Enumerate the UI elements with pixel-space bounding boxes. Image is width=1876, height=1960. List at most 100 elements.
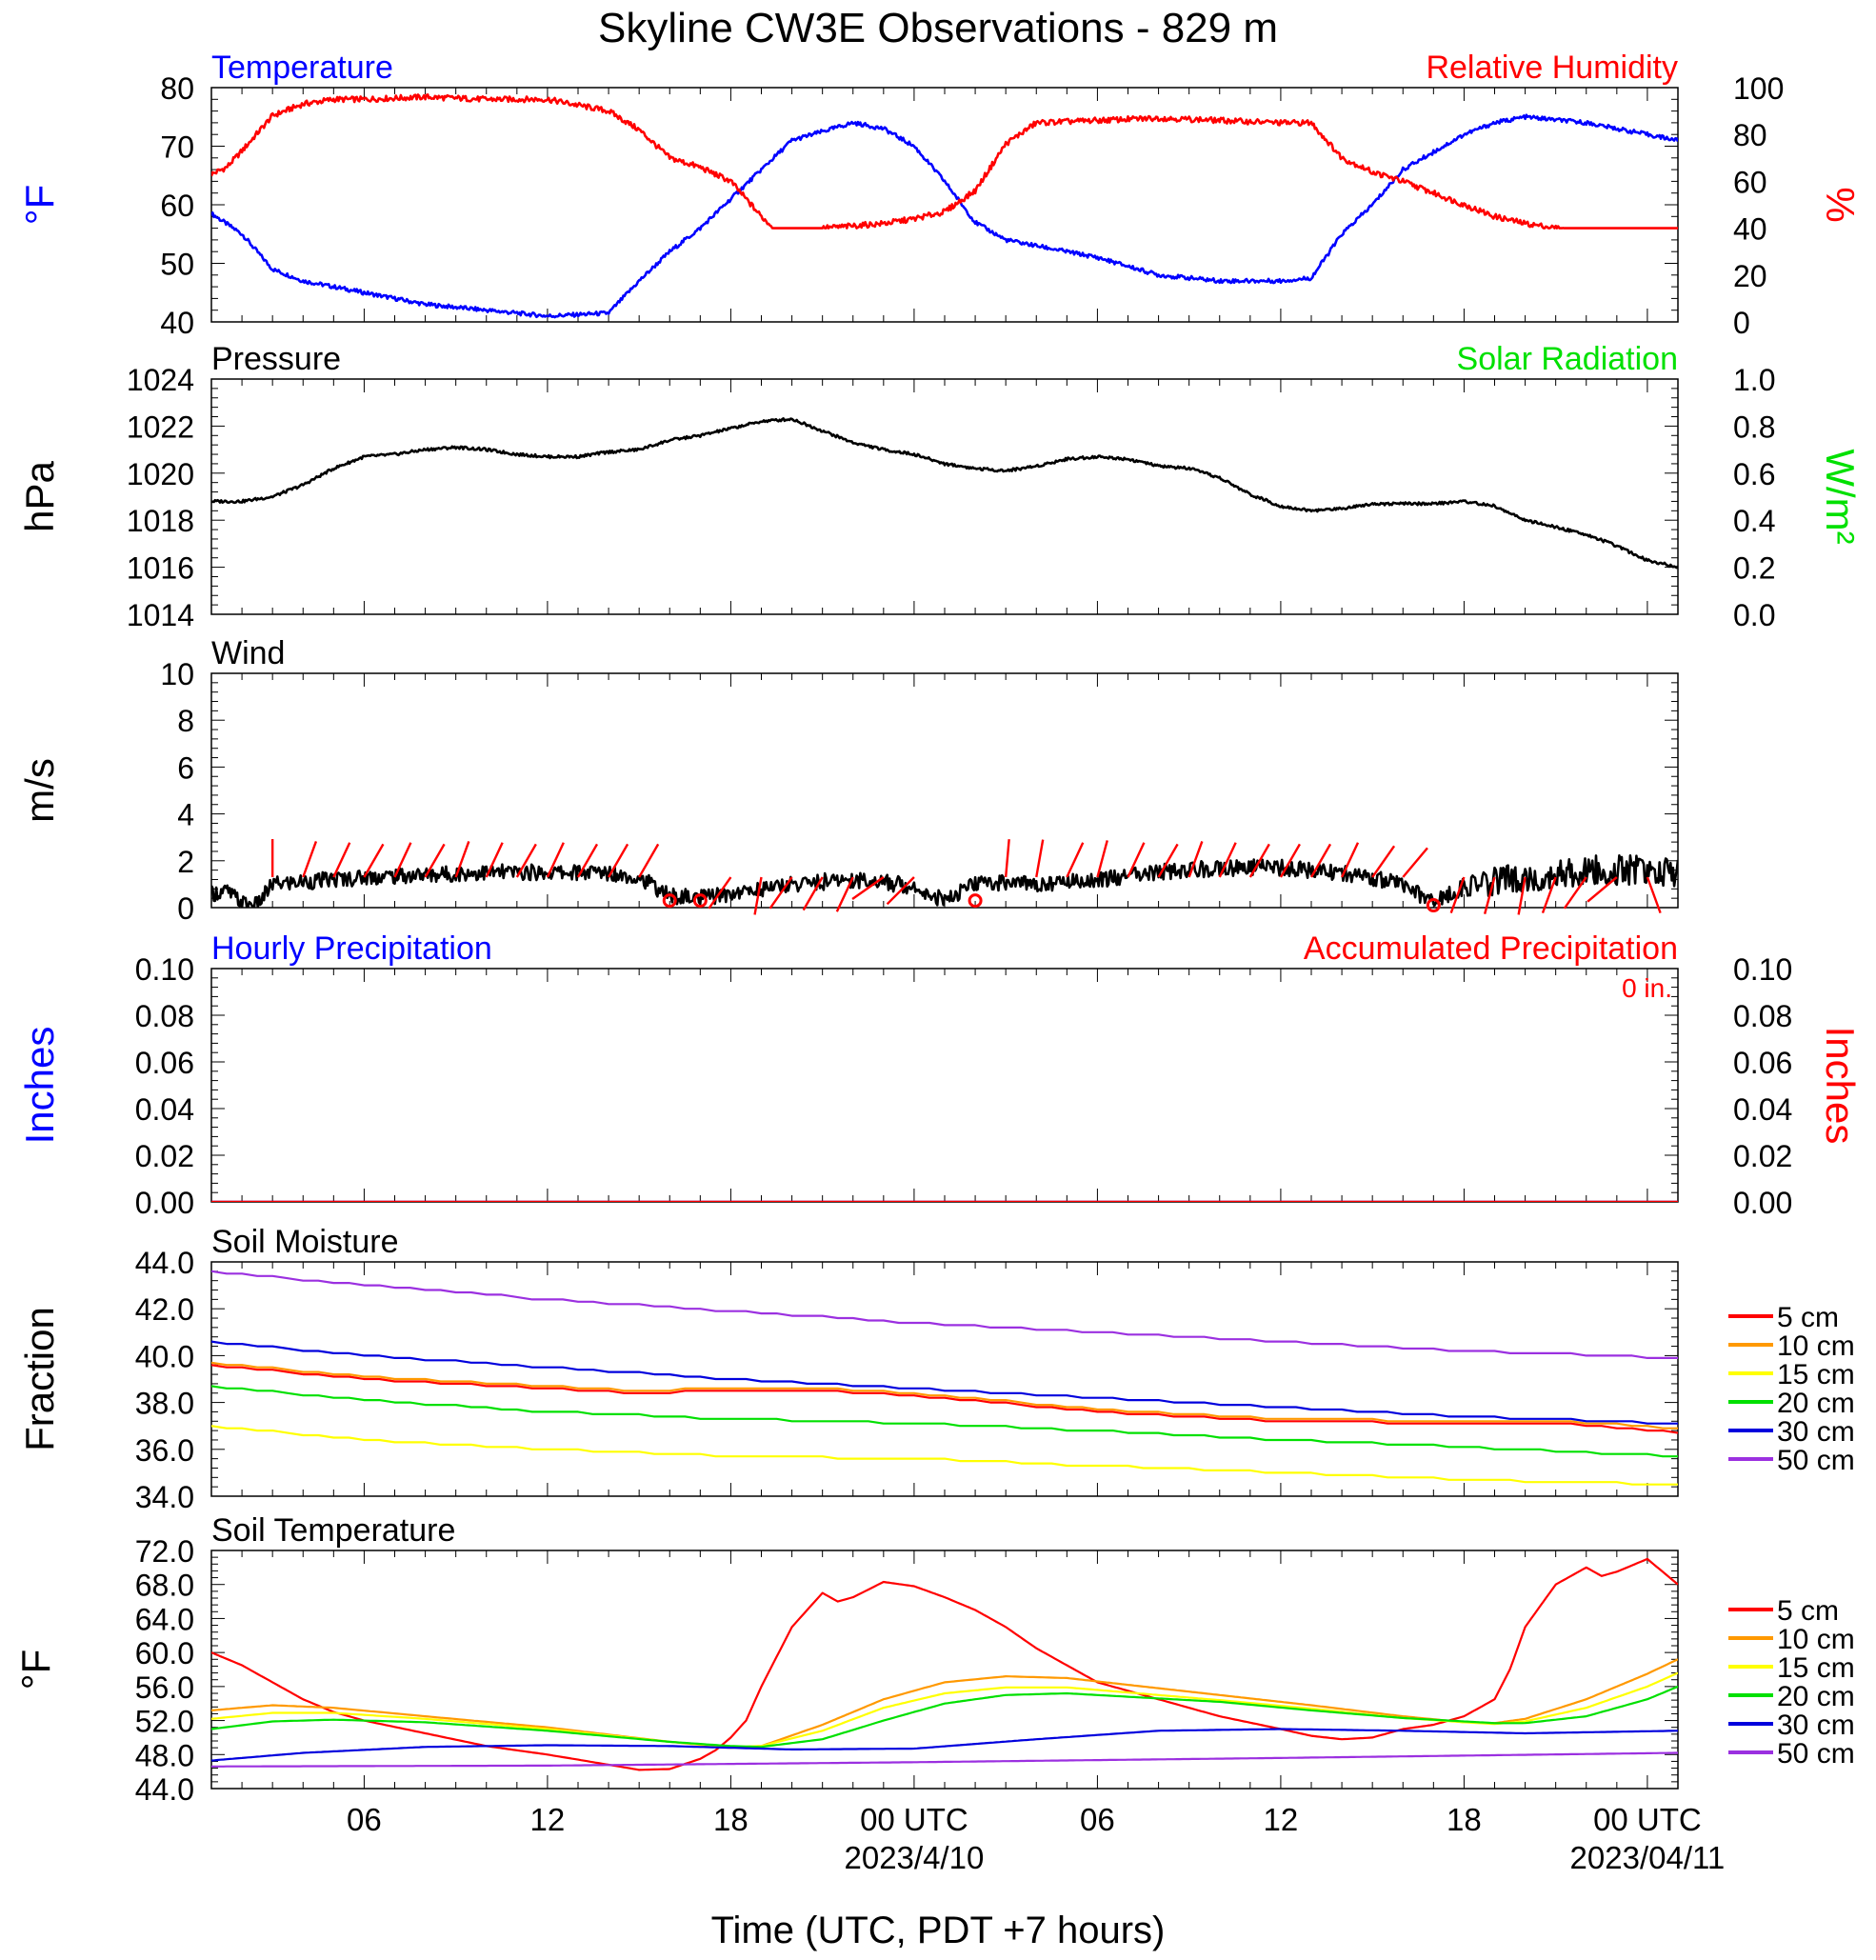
- y-tick-label-left: 70: [160, 130, 194, 165]
- plot-frame: [210, 968, 1679, 1203]
- y-tick-label-right: 0.08: [1733, 999, 1792, 1033]
- panel-title-right: Relative Humidity: [1426, 50, 1678, 86]
- panel-title-left: Temperature: [211, 50, 393, 86]
- y-tick-label-left: 0.00: [135, 1186, 194, 1220]
- wind-barb: [1309, 843, 1332, 878]
- y-tick-label-left: 40.0: [135, 1339, 194, 1373]
- y-tick-label-right: 0.02: [1733, 1139, 1792, 1173]
- y-tick-label-left: 0.10: [135, 952, 194, 987]
- wind-barb: [835, 876, 854, 912]
- y-tick-label-right: 0.2: [1733, 551, 1775, 586]
- wind-barb: [1340, 842, 1360, 878]
- y-tick-label-right: 0.06: [1733, 1046, 1792, 1080]
- y-tick-label-left: 80: [160, 71, 194, 106]
- y-tick-label-left: 0.08: [135, 999, 194, 1033]
- legend-label: 30 cm: [1777, 1416, 1855, 1448]
- wind-barb: [454, 841, 470, 878]
- wind-barb: [851, 876, 885, 900]
- wind-barb: [1517, 876, 1527, 915]
- wind-barb: [886, 876, 915, 906]
- wind-calm-marker: [968, 893, 983, 909]
- wind-barb: [802, 876, 824, 911]
- y-tick-label-left: 60: [160, 189, 194, 223]
- y-tick-label-left: 68.0: [135, 1569, 194, 1603]
- x-tick-label: 18: [713, 1802, 748, 1837]
- wind-barb: [1157, 843, 1179, 878]
- wind-barb: [393, 842, 412, 878]
- panel-title-left: Pressure: [211, 341, 341, 377]
- x-tick-label: 00 UTC: [860, 1802, 968, 1837]
- y-tick-label-right: 0.8: [1733, 410, 1775, 444]
- y-tick-label-left: 1018: [127, 504, 194, 538]
- x-tick-label: 12: [1264, 1802, 1299, 1837]
- panel-title-right: Solar Radiation: [1457, 341, 1678, 377]
- wind-barb: [1541, 876, 1557, 914]
- legend-label: 5 cm: [1777, 1595, 1839, 1627]
- wind-barb: [363, 843, 385, 878]
- precip-total-annotation: 0 in.: [1622, 973, 1672, 1003]
- series-pressure: [211, 417, 1678, 570]
- wind-barb: [546, 842, 565, 878]
- series-15-cm: [211, 1671, 1678, 1749]
- wind-barb: [1371, 845, 1396, 878]
- y-tick-label-right: 0.6: [1733, 457, 1775, 491]
- y-tick-label-left: 1014: [127, 598, 194, 632]
- wind-barb: [485, 842, 504, 878]
- x-axis-label: Time (UTC, PDT +7 hours): [711, 1910, 1166, 1951]
- series-30-cm: [211, 1728, 1678, 1762]
- y-tick-label-right: 100: [1733, 71, 1784, 106]
- wind-barb: [753, 876, 763, 915]
- legend-label: 5 cm: [1777, 1302, 1839, 1333]
- y-tick-label-right: 0: [1733, 306, 1750, 340]
- wind-barb: [1096, 840, 1108, 878]
- x-tick-date-label: 2023/4/10: [845, 1840, 985, 1875]
- figure-title: Skyline CW3E Observations - 829 m: [598, 5, 1278, 51]
- y-axis-label-right: Inches: [1818, 1027, 1863, 1145]
- wind-barb: [1127, 842, 1146, 878]
- panel-title-left: Wind: [211, 635, 285, 671]
- legend-label: 50 cm: [1777, 1738, 1855, 1770]
- wind-barb: [1004, 839, 1010, 878]
- y-tick-label-left: 44.0: [135, 1246, 194, 1280]
- legend-label: 10 cm: [1777, 1330, 1855, 1362]
- wind-barb: [576, 843, 599, 878]
- series-5-cm: [211, 1364, 1678, 1434]
- series-50-cm: [211, 1751, 1678, 1768]
- x-tick-label: 06: [347, 1802, 382, 1837]
- wind-barb: [1279, 843, 1301, 878]
- y-tick-label-left: 48.0: [135, 1738, 194, 1772]
- y-tick-label-right: 40: [1733, 212, 1767, 247]
- plot-frame: [210, 378, 1679, 615]
- wind-barb: [768, 876, 793, 910]
- series-20-cm: [211, 1685, 1678, 1749]
- legend-label: 15 cm: [1777, 1359, 1855, 1390]
- series-15-cm: [211, 1425, 1678, 1486]
- wind-calm-marker: [1426, 898, 1441, 913]
- y-tick-label-left: 10: [160, 657, 194, 691]
- wind-barb: [1402, 847, 1428, 878]
- series-temperature: [211, 113, 1678, 319]
- y-tick-label-left: 0.06: [135, 1046, 194, 1080]
- legend-label: 50 cm: [1777, 1445, 1855, 1476]
- y-tick-label-left: 0: [177, 891, 194, 926]
- wind-barb: [608, 843, 629, 878]
- y-tick-label-right: 80: [1733, 118, 1767, 152]
- legend-label: 20 cm: [1777, 1388, 1855, 1419]
- panel-title-left: Hourly Precipitation: [211, 930, 492, 967]
- wind-barb: [424, 843, 446, 878]
- y-axis-label-right: %: [1818, 187, 1863, 222]
- plot-frame: [210, 1550, 1679, 1790]
- wind-barb: [1066, 842, 1085, 878]
- y-tick-label-left: 2: [177, 845, 194, 879]
- y-axis-label-left: Inches: [17, 1027, 62, 1145]
- y-axis-label-left: Fraction: [17, 1307, 62, 1451]
- panel-hourly-precipitation: 0.10 0.08 0.06 0.04 0.02 0.00 0.10 0.08 0.06 0.04…: [17, 930, 1863, 1220]
- y-tick-label-right: 60: [1733, 165, 1767, 199]
- y-tick-label-right: 0.4: [1733, 504, 1775, 538]
- legend-label: 20 cm: [1777, 1681, 1855, 1712]
- y-axis-label-left: °F: [17, 185, 62, 225]
- wind-barb: [302, 841, 318, 878]
- wind-barb: [1035, 839, 1045, 878]
- legend-label: 10 cm: [1777, 1624, 1855, 1655]
- legend-label: 15 cm: [1777, 1652, 1855, 1684]
